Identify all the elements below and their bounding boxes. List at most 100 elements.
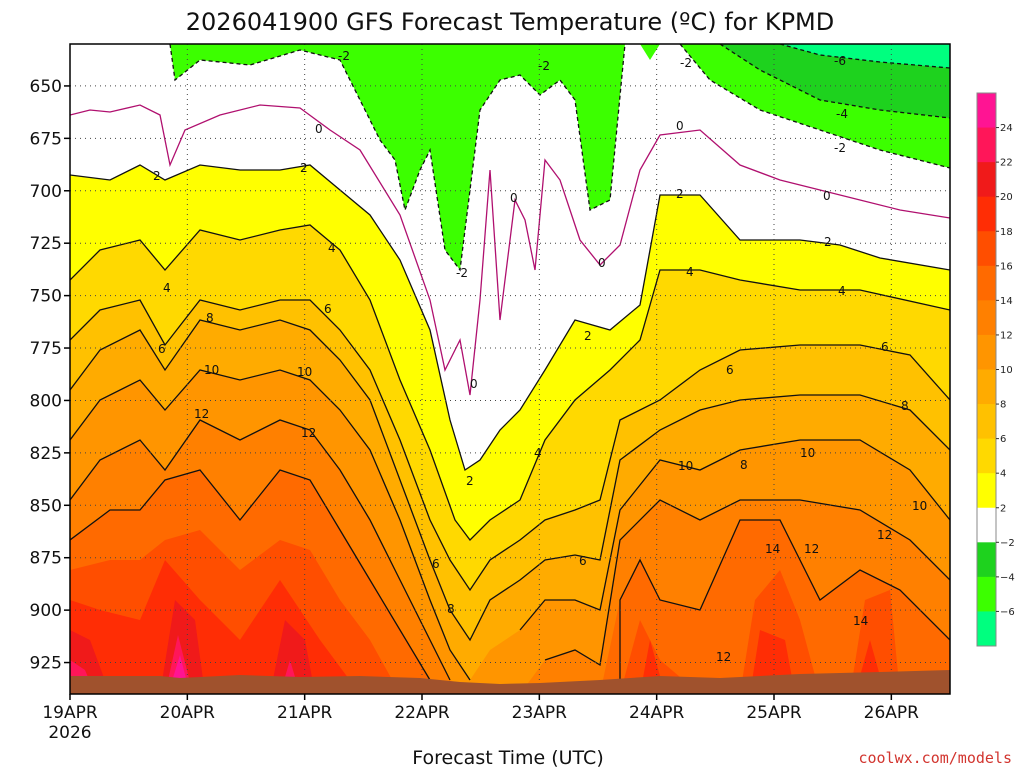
contour-line-6 <box>70 299 950 592</box>
contour-label: 12 <box>301 426 316 440</box>
contour-line-12 <box>70 419 950 681</box>
colorbar-label: 8 <box>1000 400 1006 411</box>
y-tick-label: 775 <box>30 339 62 359</box>
contour-label: 2 <box>824 235 832 249</box>
contour-line-minus6 <box>779 44 950 69</box>
contour-label: 0 <box>470 377 478 391</box>
y-tick-label: 700 <box>30 182 62 202</box>
contour-label: 10 <box>800 446 815 460</box>
x-axis: 19APR 20APR 21APR 22APR 23APR 24APR 25APR 26APR <box>42 694 919 723</box>
colorbar-swatch <box>977 231 996 267</box>
colorbar-label: 10 <box>1000 365 1013 376</box>
x-tick-label: 23APR <box>512 703 568 723</box>
contour-label: -2 <box>538 59 550 73</box>
contour-label: 2 <box>676 187 684 201</box>
contour-line-8 <box>70 319 950 642</box>
x-axis-title: Forecast Time (UTC) <box>412 747 603 768</box>
y-tick-label: 825 <box>30 444 62 464</box>
contour-line-minus4 <box>719 44 950 119</box>
x-axis-year-label: 2026 <box>48 723 91 743</box>
contour-line-minus2 <box>169 44 950 272</box>
contour-label: 12 <box>877 528 892 542</box>
contour-label: 0 <box>598 256 606 270</box>
colorbar-label: 12 <box>1000 330 1013 341</box>
colorbar-label: −6 <box>1000 607 1015 618</box>
colorbar-swatch <box>977 93 996 129</box>
contour-label: 4 <box>163 281 171 295</box>
contour-label: 2 <box>153 169 161 183</box>
colorbar-label: −2 <box>1000 538 1015 549</box>
colorbar-swatch <box>977 196 996 232</box>
contour-line-10 <box>70 369 950 681</box>
colorbar-label: 16 <box>1000 261 1013 272</box>
colorbar: 24 22 20 18 16 14 12 10 8 6 4 2 −2 −4 −6 <box>976 92 1015 647</box>
y-tick-label: 650 <box>30 77 62 97</box>
contour-label: -2 <box>834 141 846 155</box>
colorbar-label: 6 <box>1000 434 1006 445</box>
gridlines <box>69 44 950 694</box>
contour-label: 8 <box>447 602 455 616</box>
x-tick-label: 25APR <box>746 703 802 723</box>
contour-label: 14 <box>765 542 780 556</box>
contour-label: 12 <box>804 542 819 556</box>
colorbar-label: 20 <box>1000 192 1013 203</box>
x-tick-label: 20APR <box>160 703 216 723</box>
contour-label: 4 <box>838 284 846 298</box>
contour-label: -4 <box>836 107 848 121</box>
x-tick-label: 22APR <box>394 703 450 723</box>
band-below-minus6 <box>780 44 950 68</box>
contour-label: 0 <box>823 189 831 203</box>
contour-label: 6 <box>432 557 440 571</box>
band-above-22 <box>70 635 300 694</box>
colorbar-label: −4 <box>1000 572 1015 583</box>
colorbar-swatch <box>977 300 996 336</box>
contour-label: 6 <box>324 302 332 316</box>
x-tick-label: 21APR <box>277 703 333 723</box>
contour-label: 10 <box>297 365 312 379</box>
y-tick-label: 875 <box>30 549 62 569</box>
x-tick-label: 19APR <box>42 703 98 723</box>
contour-label: 6 <box>579 554 587 568</box>
plot-frame <box>69 43 951 695</box>
x-tick-label: 26APR <box>864 703 920 723</box>
contour-label: 0 <box>676 119 684 133</box>
colorbar-swatch <box>977 473 996 509</box>
contour-label: 10 <box>204 363 219 377</box>
colorbar-swatch <box>977 404 996 440</box>
contour-label: -2 <box>338 49 350 63</box>
contour-label: -2 <box>456 266 468 280</box>
contour-label: -2 <box>680 56 692 70</box>
contour-line-4 <box>70 224 950 541</box>
colorbar-swatch <box>977 265 996 301</box>
colorbar-label: 18 <box>1000 227 1013 238</box>
colorbar-swatch <box>977 576 996 612</box>
y-tick-label: 800 <box>30 391 62 411</box>
contour-label: 6 <box>726 363 734 377</box>
contour-label: 4 <box>686 265 694 279</box>
contour-label: 10 <box>912 499 927 513</box>
temperature-fill-layer <box>70 44 950 694</box>
contour-label: 8 <box>901 399 909 413</box>
contour-labels: -2 -2 -2 -6 -4 -2 -2 0 0 0 0 0 0 2 2 2 2… <box>153 49 927 664</box>
colorbar-label: 14 <box>1000 296 1013 307</box>
credit-link[interactable]: coolwx.com/models <box>858 749 1012 767</box>
contour-label: -6 <box>834 54 846 68</box>
contour-label: 2 <box>466 474 474 488</box>
contour-line-0 <box>70 104 950 396</box>
contour-label: 12 <box>194 407 209 421</box>
contour-label: 0 <box>315 122 323 136</box>
contour-line-14 <box>70 469 950 694</box>
colorbar-swatch <box>977 369 996 405</box>
colorbar-label: 2 <box>1000 503 1006 514</box>
colorbar-swatch <box>977 334 996 370</box>
x-tick-label: 24APR <box>629 703 685 723</box>
band-above-18 <box>70 560 885 694</box>
contour-label: 14 <box>853 614 868 628</box>
contour-label: 6 <box>881 340 889 354</box>
colorbar-swatch <box>977 507 996 543</box>
y-tick-label: 750 <box>30 287 62 307</box>
y-tick-label: 925 <box>30 654 62 674</box>
colorbar-label: 22 <box>1000 158 1013 169</box>
contour-label: 4 <box>534 446 542 460</box>
y-tick-label: 675 <box>30 129 62 149</box>
